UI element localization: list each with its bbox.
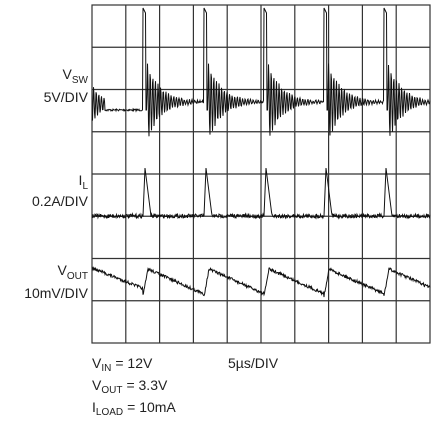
trace (91, 7, 431, 137)
condition: ILOAD = 10mA (92, 399, 176, 418)
channel-label: VOUT (58, 262, 88, 282)
channel-scale: 5V/DIV (44, 89, 89, 105)
channel-scale: 10mV/DIV (24, 285, 88, 301)
trace (91, 167, 431, 220)
trace (91, 266, 431, 298)
channel-label: VSW (63, 66, 89, 86)
condition: VIN = 12V (92, 355, 153, 374)
channel-scale: 0.2A/DIV (32, 193, 89, 209)
condition: VOUT = 3.3V (92, 377, 168, 396)
channel-label: IL (79, 172, 89, 192)
timebase: 5µs/DIV (228, 355, 279, 371)
traces (91, 7, 431, 298)
